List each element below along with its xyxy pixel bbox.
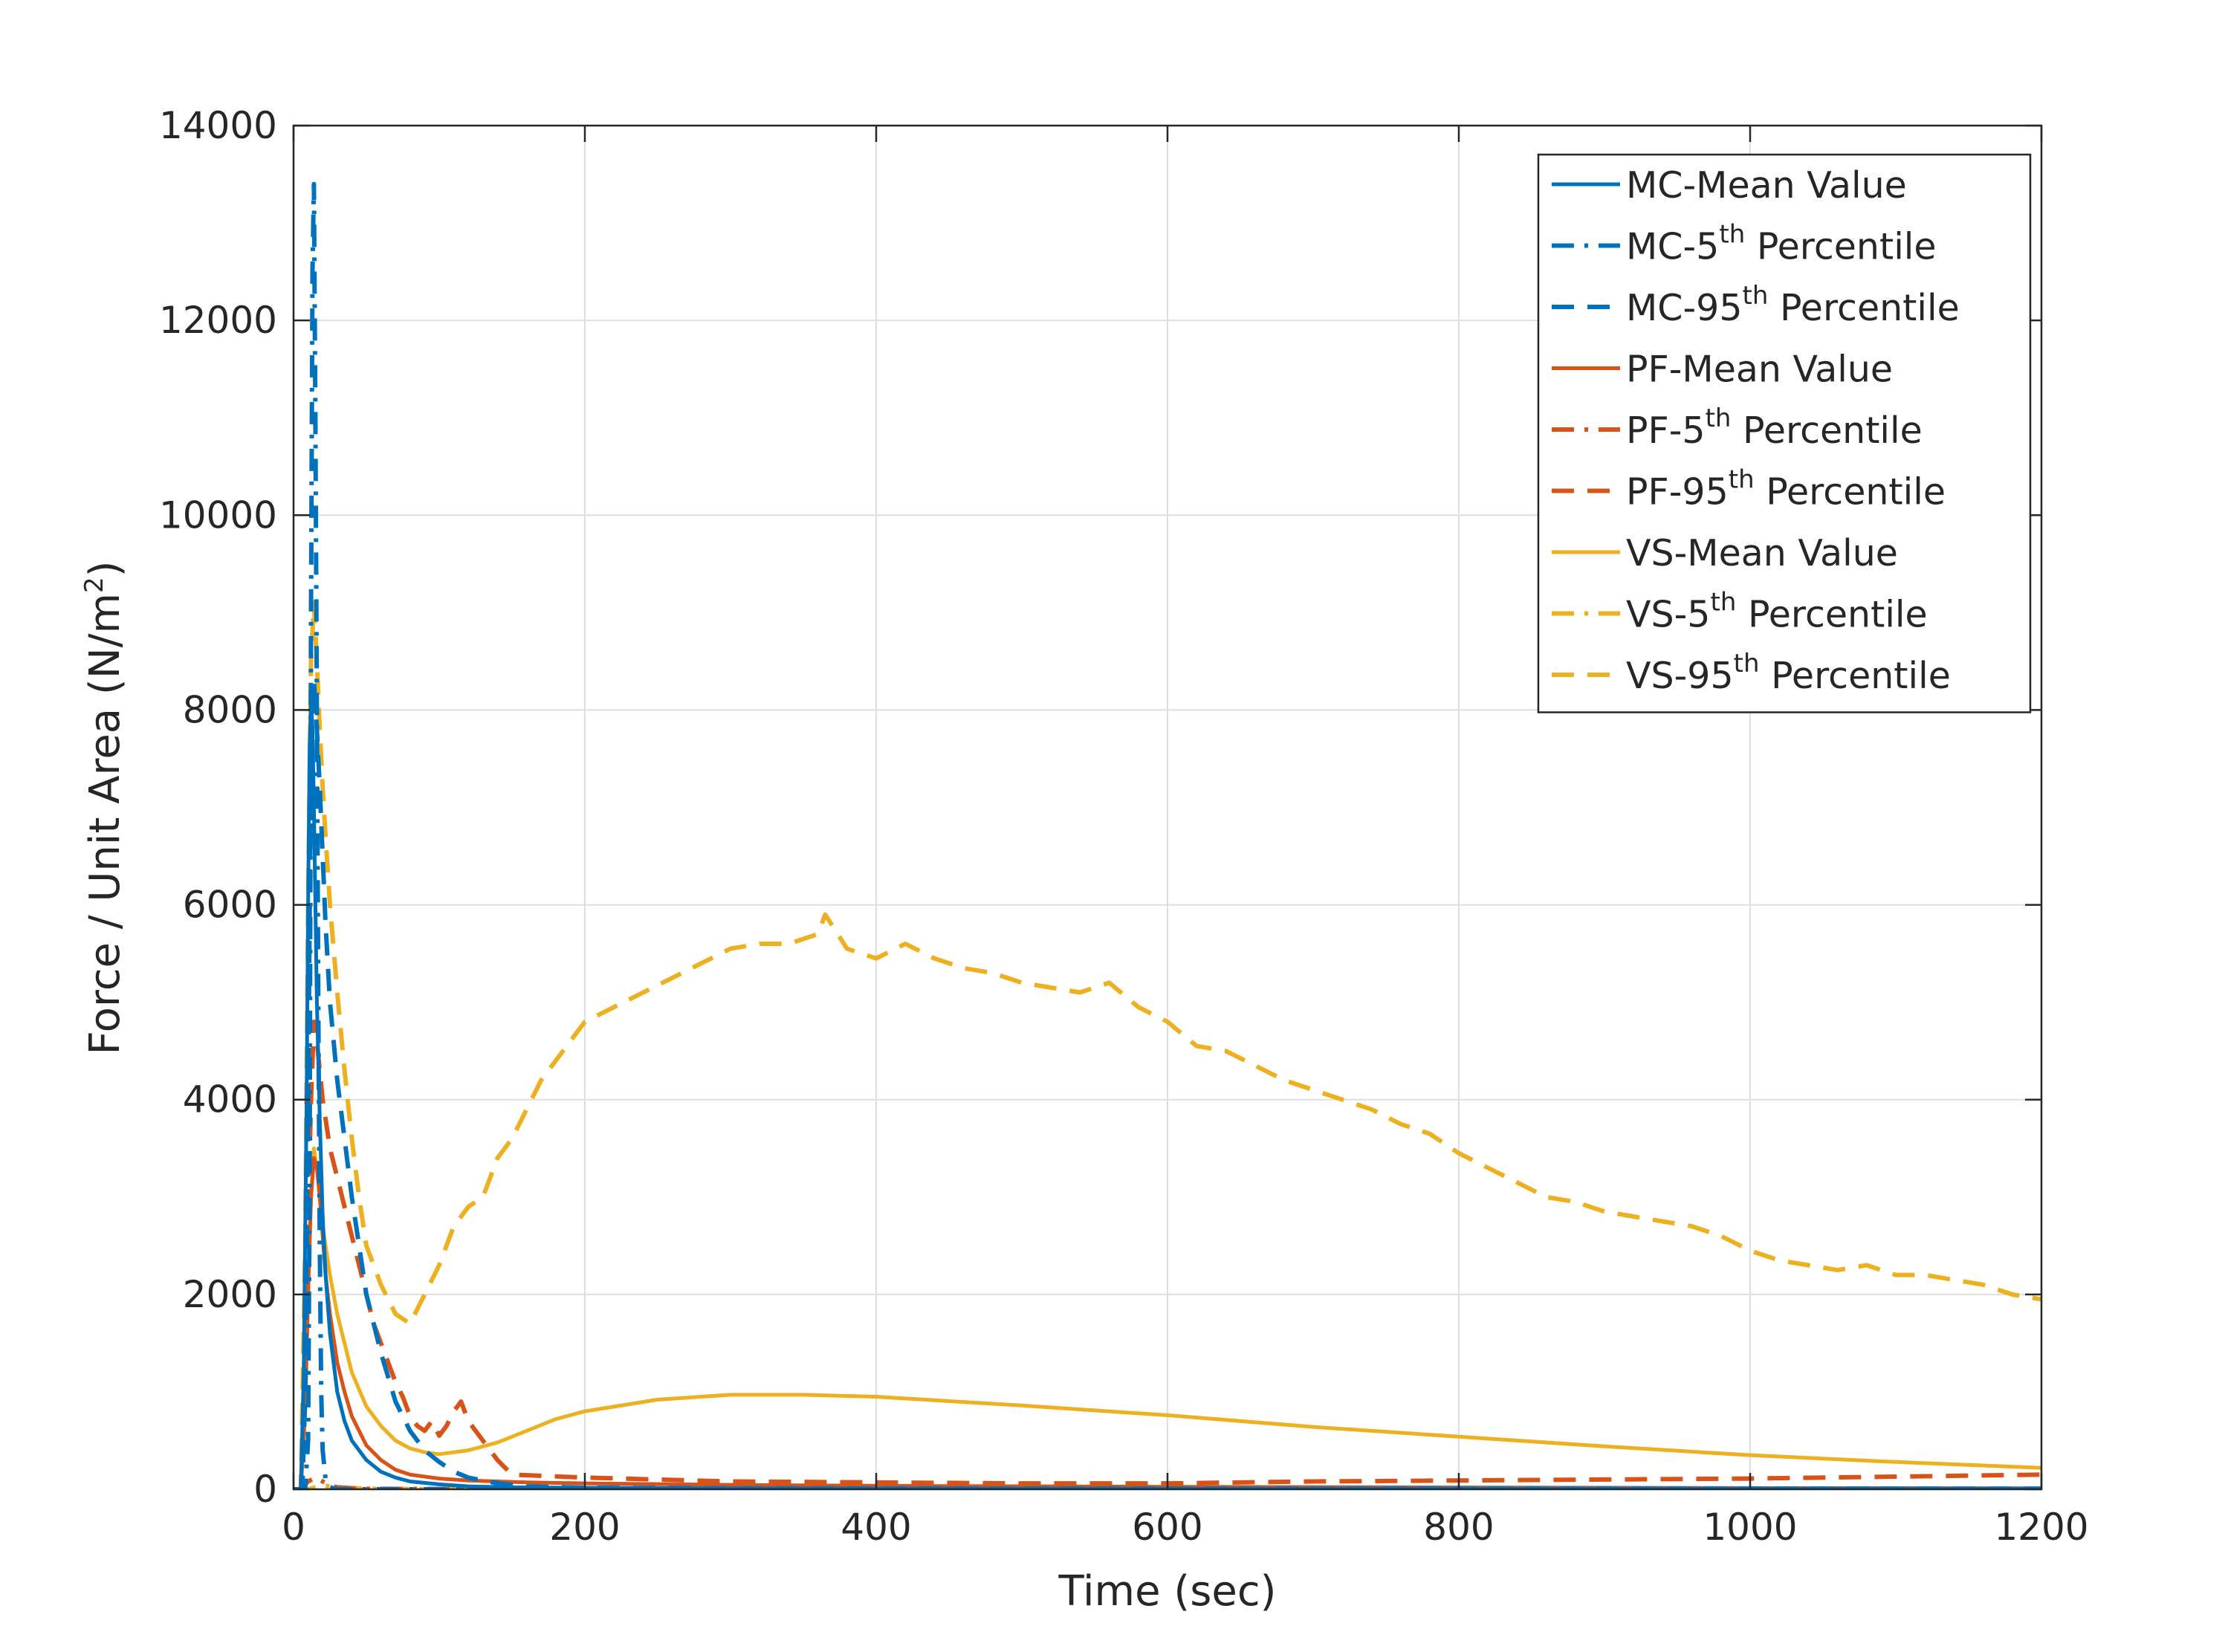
legend-label: VS-95th Percentile bbox=[1626, 649, 1951, 697]
x-tick-label: 800 bbox=[1423, 1506, 1494, 1549]
x-tick-label: 0 bbox=[282, 1506, 305, 1549]
legend-label: PF-Mean Value bbox=[1626, 349, 1893, 391]
y-tick-label: 14000 bbox=[159, 104, 277, 147]
legend-label: MC-Mean Value bbox=[1626, 164, 1907, 207]
y-tick-label: 6000 bbox=[183, 884, 277, 927]
legend-label: VS-Mean Value bbox=[1626, 532, 1898, 574]
series-line-pf-95th-percentile bbox=[294, 1019, 2041, 1489]
y-tick-label: 12000 bbox=[159, 299, 277, 342]
x-tick-label: 400 bbox=[841, 1506, 911, 1549]
legend-label: MC-5th Percentile bbox=[1626, 220, 1937, 268]
legend-label: MC-95th Percentile bbox=[1626, 281, 1960, 329]
x-tick-label: 1000 bbox=[1703, 1506, 1797, 1549]
legend: MC-Mean Value MC-5th Percentile MC-95th Pe… bbox=[1537, 153, 2032, 713]
y-tick-label: 0 bbox=[253, 1468, 277, 1511]
legend-label: VS-5th Percentile bbox=[1626, 588, 1928, 636]
y-axis-title-close: ) bbox=[81, 560, 129, 577]
series-line-vs-5th-percentile bbox=[294, 1483, 2041, 1489]
x-tick-label: 200 bbox=[549, 1506, 620, 1549]
x-axis-title: Time (sec) bbox=[1058, 1567, 1277, 1616]
y-tick-label: 2000 bbox=[183, 1273, 277, 1316]
y-axis-title-superscript: 2 bbox=[80, 577, 109, 593]
series-line-pf-5th-percentile bbox=[294, 1475, 2041, 1489]
axis-ticks: 0 200 400 600 800 1000 12000200040006000800010… bbox=[159, 104, 2089, 1549]
x-tick-label: 600 bbox=[1132, 1506, 1202, 1549]
series-line-pf-mean-value bbox=[294, 1156, 2041, 1489]
y-axis-title: Force / Unit Area (N/m2) bbox=[80, 560, 129, 1055]
series-line-mc-mean-value bbox=[294, 698, 2041, 1489]
legend-label: PF-95th Percentile bbox=[1626, 465, 1946, 514]
y-tick-label: 8000 bbox=[183, 688, 277, 731]
y-tick-label: 4000 bbox=[183, 1078, 277, 1121]
plot-series bbox=[294, 181, 2041, 1489]
legend-box bbox=[1537, 153, 2032, 713]
y-tick-label: 10000 bbox=[159, 493, 277, 537]
y-axis-title-main: Force / Unit Area (N/m bbox=[81, 593, 129, 1055]
legend-label: PF-5th Percentile bbox=[1626, 404, 1923, 452]
x-tick-label: 1200 bbox=[1994, 1506, 2088, 1549]
